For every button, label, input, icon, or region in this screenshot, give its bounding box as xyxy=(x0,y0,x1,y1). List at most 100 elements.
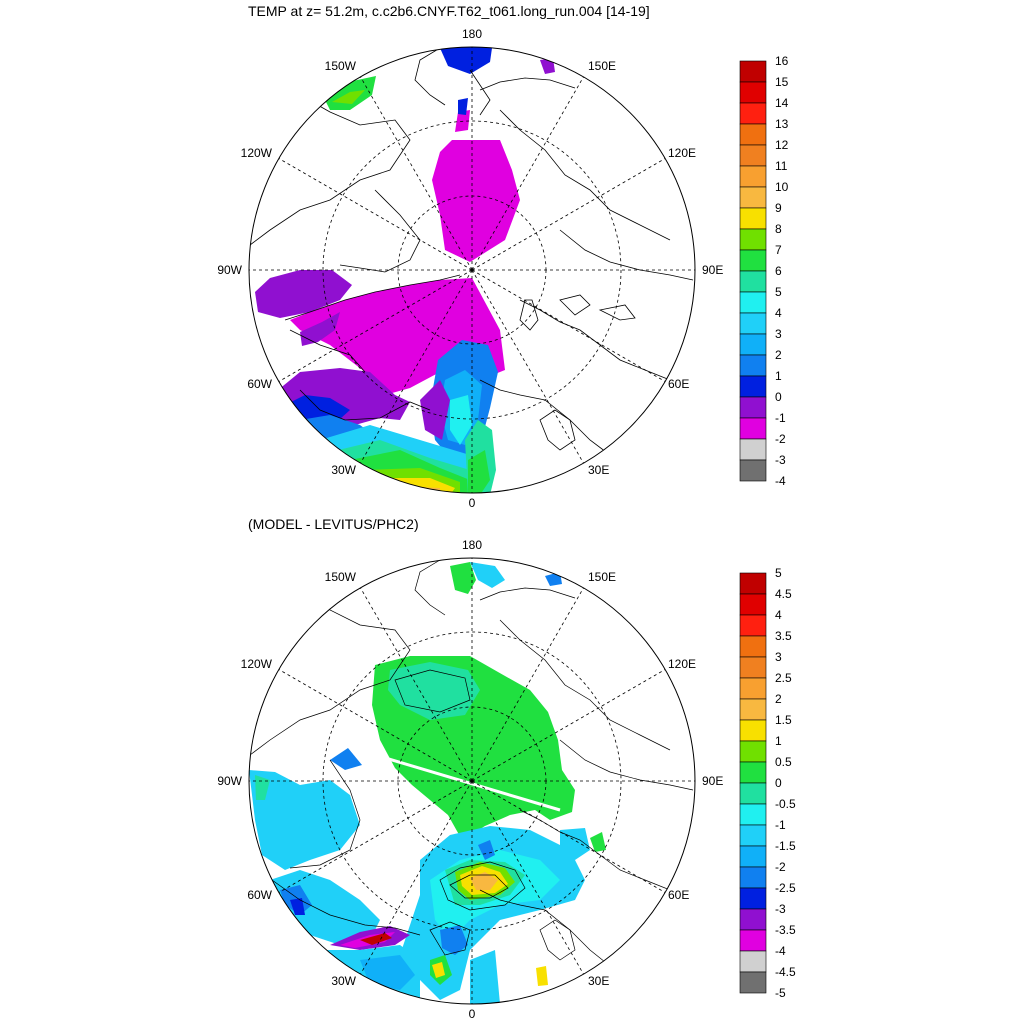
colorbar-label: 1 xyxy=(775,734,782,748)
colorbar-label: 9 xyxy=(775,201,782,215)
colorbar-label: 3.5 xyxy=(775,629,792,643)
colorbar-label: 3 xyxy=(775,327,782,341)
panel-2-longitude-labels: 180 150E 120E 90E 60E 30E 0 30W 60W 90W 120W 150W xyxy=(217,538,723,1021)
colorbar-label: -1 xyxy=(775,818,786,832)
colorbar-swatch xyxy=(739,354,767,377)
colorbar-swatch xyxy=(739,123,767,146)
longitude-label: 0 xyxy=(469,496,476,510)
colorbar-swatch xyxy=(739,824,767,847)
colorbar-label: 0 xyxy=(775,390,782,404)
panel-2-map: 180 150E 120E 90E 60E 30E 0 30W 60W 90W 120W 150W 5… xyxy=(217,538,796,1021)
colorbar-label: 4.5 xyxy=(775,587,792,601)
longitude-label: 30W xyxy=(331,974,356,988)
colorbar-label: 2.5 xyxy=(775,671,792,685)
longitude-label: 180 xyxy=(462,538,482,552)
colorbar-label: 12 xyxy=(775,138,789,152)
colorbar-swatch xyxy=(739,312,767,335)
colorbar-label: 0 xyxy=(775,776,782,790)
colorbar-swatch xyxy=(739,291,767,314)
colorbar-label: 4 xyxy=(775,608,782,622)
colorbar-swatch xyxy=(739,228,767,251)
colorbar-swatch xyxy=(739,929,767,952)
colorbar-swatch xyxy=(739,572,767,595)
longitude-label: 60W xyxy=(247,377,272,391)
colorbar-label: -2.5 xyxy=(775,881,796,895)
colorbar-swatch xyxy=(739,333,767,356)
temp-field-fan xyxy=(290,278,505,395)
panel-1-map-border xyxy=(248,46,696,494)
longitude-label: 120E xyxy=(668,657,696,671)
longitude-label: 120W xyxy=(241,657,273,671)
colorbar-label: 13 xyxy=(775,117,789,131)
panel-1-field xyxy=(249,47,694,493)
colorbar-swatch xyxy=(739,761,767,784)
longitude-label: 90E xyxy=(702,774,723,788)
colorbar-swatch xyxy=(739,614,767,637)
colorbar-swatch xyxy=(739,417,767,440)
longitude-label: 30W xyxy=(331,463,356,477)
longitude-label: 0 xyxy=(469,1007,476,1021)
colorbar-swatch xyxy=(739,635,767,658)
colorbar-label: -1.5 xyxy=(775,839,796,853)
colorbar-label: 2 xyxy=(775,348,782,362)
longitude-label: 90W xyxy=(217,263,242,277)
colorbar-swatch xyxy=(739,845,767,868)
colorbar-swatch xyxy=(739,81,767,104)
colorbar-label: -1 xyxy=(775,411,786,425)
panel-1-title: TEMP at z= 51.2m, c.c2b6.CNYF.T62_t061.l… xyxy=(248,3,650,19)
colorbar-label: 11 xyxy=(775,159,788,173)
colorbar-swatch xyxy=(739,249,767,272)
longitude-label: 30E xyxy=(588,463,609,477)
colorbar-swatch xyxy=(739,740,767,763)
colorbar-swatch xyxy=(739,375,767,398)
colorbar-swatch xyxy=(739,803,767,826)
colorbar-swatch xyxy=(739,908,767,931)
colorbar-label: 14 xyxy=(775,96,789,110)
colorbar-swatch xyxy=(739,207,767,230)
colorbar-label: 5 xyxy=(775,285,782,299)
colorbar-label: -4.5 xyxy=(775,965,796,979)
colorbar-label: 1.5 xyxy=(775,713,792,727)
colorbar-swatch xyxy=(739,677,767,700)
colorbar-swatch xyxy=(739,396,767,419)
longitude-label: 150E xyxy=(588,570,616,584)
longitude-label: 60E xyxy=(668,888,689,902)
longitude-label: 150W xyxy=(325,570,357,584)
colorbar-label: -4 xyxy=(775,474,786,488)
colorbar-swatch xyxy=(739,971,767,994)
colorbar-label: -3 xyxy=(775,902,786,916)
temp-field-baffin xyxy=(255,270,352,318)
colorbar-label: 15 xyxy=(775,75,789,89)
colorbar-label: -2 xyxy=(775,860,786,874)
colorbar-swatch xyxy=(739,165,767,188)
colorbar-label: 16 xyxy=(775,54,789,68)
colorbar-label: -4 xyxy=(775,944,786,958)
longitude-label: 60W xyxy=(247,888,272,902)
colorbar-label: -3.5 xyxy=(775,923,796,937)
colorbar-swatch xyxy=(739,459,767,482)
colorbar-swatch xyxy=(739,60,767,83)
panel-2-map-border xyxy=(248,557,696,1005)
panel-2-field xyxy=(249,559,694,1004)
colorbar-swatch xyxy=(739,887,767,910)
panel-2-title: (MODEL - LEVITUS/PHC2) xyxy=(248,516,419,532)
longitude-label: 60E xyxy=(668,377,689,391)
colorbar-swatch xyxy=(739,866,767,889)
colorbar-label: -3 xyxy=(775,453,786,467)
longitude-label: 120W xyxy=(241,146,273,160)
colorbar-label: 0.5 xyxy=(775,755,792,769)
longitude-label: 90W xyxy=(217,774,242,788)
colorbar-swatch xyxy=(739,438,767,461)
colorbar-swatch xyxy=(739,186,767,209)
colorbar-swatch xyxy=(739,144,767,167)
colorbar-swatch xyxy=(739,782,767,805)
panel-1-longitude-labels: 180 150E 120E 90E 60E 30E 0 30W 60W 90W 120W 150W xyxy=(217,27,723,510)
longitude-label: 150E xyxy=(588,59,616,73)
colorbar-label: -2 xyxy=(775,432,786,446)
panel-1-graticule xyxy=(249,47,695,493)
colorbar-label: 4 xyxy=(775,306,782,320)
colorbar-label: 1 xyxy=(775,369,782,383)
